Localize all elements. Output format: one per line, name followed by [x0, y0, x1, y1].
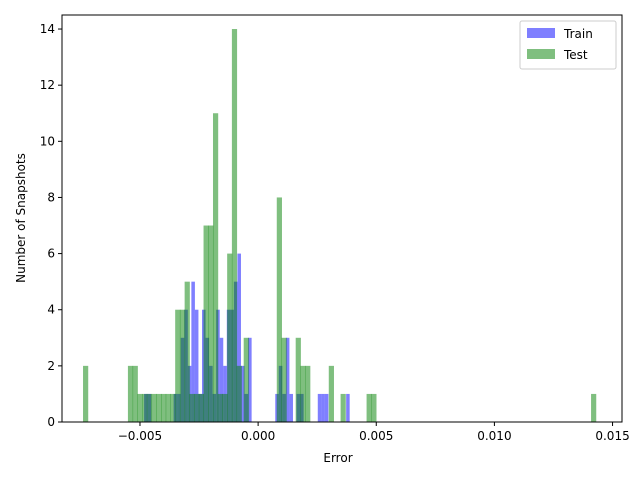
- test-bar: [175, 309, 181, 422]
- x-tick-label: −0.005: [118, 429, 162, 443]
- train-bar: [285, 337, 290, 422]
- test-bar: [184, 281, 190, 422]
- y-tick-label: 6: [47, 247, 55, 261]
- test-bar: [165, 393, 171, 422]
- legend-label-test: Test: [563, 48, 588, 62]
- test-bar: [231, 29, 238, 423]
- test-bar: [591, 393, 597, 422]
- test-series-bars: [83, 29, 597, 423]
- test-bar: [127, 365, 134, 422]
- y-tick-label: 10: [40, 134, 55, 148]
- test-bar: [300, 365, 306, 422]
- test-bar: [142, 393, 148, 422]
- test-bar: [328, 365, 334, 422]
- train-bar: [191, 281, 195, 422]
- train-bar: [237, 253, 241, 422]
- x-axis-ticks: −0.005 0.000 0.005 0.010 0.015: [118, 422, 630, 443]
- test-bar: [170, 393, 176, 422]
- train-bar: [219, 337, 224, 422]
- y-tick-label: 4: [47, 303, 55, 317]
- test-bar: [156, 393, 162, 422]
- y-axis-ticks: 0 2 4 6 8 10 12 14: [40, 22, 62, 429]
- train-bar: [321, 393, 325, 422]
- legend-swatch-train: [527, 28, 555, 38]
- legend: Train Test: [519, 20, 617, 70]
- x-axis-label: Error: [323, 451, 352, 465]
- plot-area-frame: [61, 14, 623, 423]
- train-bar: [317, 393, 322, 422]
- test-bar: [366, 393, 372, 422]
- test-bar: [161, 393, 167, 422]
- x-tick-label: 0.015: [595, 429, 629, 443]
- y-tick-label: 14: [40, 22, 55, 36]
- test-bar: [236, 365, 242, 422]
- test-bar: [151, 393, 157, 422]
- test-bar: [132, 365, 138, 422]
- train-bar: [240, 365, 245, 422]
- legend-label-train: Train: [563, 27, 593, 41]
- test-bar: [208, 225, 214, 422]
- test-bar: [194, 393, 200, 422]
- test-bar: [295, 337, 301, 422]
- train-bar: [194, 309, 199, 422]
- test-bar: [179, 309, 186, 422]
- y-tick-label: 2: [47, 359, 55, 373]
- test-bar: [189, 393, 195, 422]
- test-bar: [217, 393, 223, 422]
- train-bar: [346, 393, 350, 422]
- test-bar: [203, 225, 209, 422]
- x-tick-label: 0.000: [241, 429, 275, 443]
- x-tick-label: 0.005: [359, 429, 393, 443]
- test-bar: [83, 365, 89, 422]
- y-axis-label: Number of Snapshots: [14, 153, 28, 283]
- legend-swatch-test: [527, 49, 555, 59]
- y-tick-label: 0: [47, 415, 55, 429]
- y-tick-label: 8: [47, 190, 55, 204]
- test-bar: [146, 393, 153, 422]
- test-bar: [227, 253, 233, 422]
- test-bar: [243, 337, 249, 422]
- test-bar: [212, 113, 219, 423]
- train-bar: [289, 393, 293, 422]
- test-bar: [281, 337, 287, 422]
- y-tick-label: 12: [40, 78, 55, 92]
- test-bar: [137, 393, 143, 422]
- test-bar: [276, 197, 282, 422]
- train-bar: [324, 393, 329, 422]
- test-bar: [222, 393, 228, 422]
- x-tick-label: 0.010: [477, 429, 511, 443]
- test-bar: [198, 393, 205, 422]
- test-bar: [371, 393, 377, 422]
- test-bar: [340, 393, 346, 422]
- test-bar: [305, 365, 311, 422]
- train-bar: [248, 337, 252, 422]
